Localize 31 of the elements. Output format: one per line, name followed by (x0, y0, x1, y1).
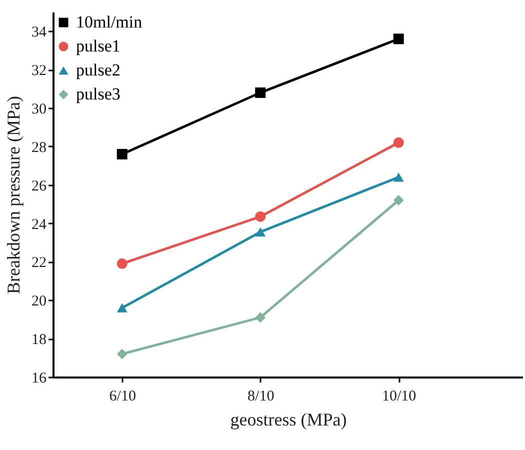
legend-label: pulse2 (76, 60, 120, 80)
point (255, 227, 266, 236)
legend-label: 10ml/min (76, 12, 143, 32)
y-tick-label: 28 (32, 140, 46, 156)
x-axis-title: geostress (MPa) (230, 410, 347, 430)
y-tick-label: 18 (32, 332, 46, 348)
point (255, 87, 266, 98)
point (393, 34, 404, 44)
point (393, 172, 404, 182)
legend-label: pulse3 (76, 84, 120, 104)
point (116, 258, 128, 269)
y-tick-label: 16 (32, 370, 47, 386)
point (116, 348, 128, 360)
y-tick-label: 22 (32, 255, 46, 272)
x-tick-label: 8/10 (248, 388, 274, 404)
point (255, 211, 266, 222)
x-tick-label: 10/10 (382, 388, 416, 404)
point (116, 148, 128, 160)
y-tick-label: 24 (32, 216, 47, 233)
y-tick-label: 30 (32, 102, 46, 118)
y-tick-label: 26 (32, 178, 47, 194)
legend-label: pulse1 (76, 36, 120, 56)
y-tick-label: 20 (32, 294, 46, 310)
point (393, 195, 404, 206)
y-axis-title: Breakdown pressure (MPa) (4, 96, 24, 294)
point (393, 137, 404, 148)
point (116, 303, 128, 312)
y-tick-label: 34 (32, 24, 47, 41)
x-tick-label: 6/10 (109, 388, 136, 404)
y-tick-label: 32 (32, 63, 46, 80)
point (255, 312, 266, 323)
